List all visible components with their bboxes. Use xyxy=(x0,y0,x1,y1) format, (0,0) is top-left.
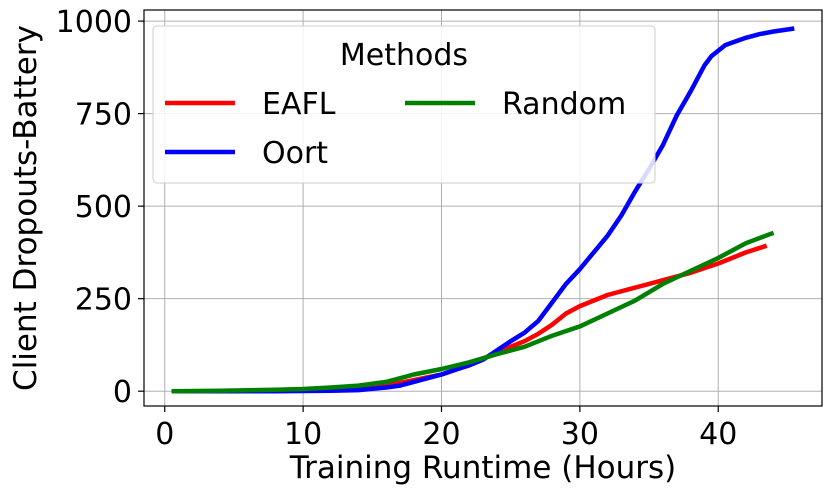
axis-ticks: 0 10 20 30 40 0 250 500 750 1000 xyxy=(56,5,738,452)
x-tick-label: 10 xyxy=(284,417,322,452)
y-tick-label: 250 xyxy=(75,283,132,318)
x-tick-label: 30 xyxy=(561,417,599,452)
y-axis-title: Client Dropouts-Battery xyxy=(8,25,44,391)
y-tick-label: 500 xyxy=(75,190,132,225)
x-tick-label: 20 xyxy=(422,417,460,452)
x-axis-title: Training Runtime (Hours) xyxy=(289,450,677,486)
legend-label-eafl: EAFL xyxy=(262,87,336,122)
series-line-random xyxy=(171,230,775,394)
legend-title: Methods xyxy=(340,38,468,73)
x-tick-label: 0 xyxy=(155,417,174,452)
legend-box xyxy=(152,25,656,184)
legend-label-oort: Oort xyxy=(262,136,328,171)
series-line-oort xyxy=(171,26,795,394)
legend-label-random: Random xyxy=(502,87,626,122)
axes-frame xyxy=(143,9,823,407)
x-tick-label: 40 xyxy=(699,417,737,452)
series-lines xyxy=(171,26,795,394)
y-tick-label: 1000 xyxy=(56,5,132,40)
y-tick-label: 0 xyxy=(113,375,132,410)
series-line-eafl xyxy=(171,243,768,394)
y-tick-label: 750 xyxy=(75,98,132,133)
legend: Methods EAFL Random Oort xyxy=(152,25,656,184)
legend-items: EAFL Random Oort xyxy=(165,87,626,171)
